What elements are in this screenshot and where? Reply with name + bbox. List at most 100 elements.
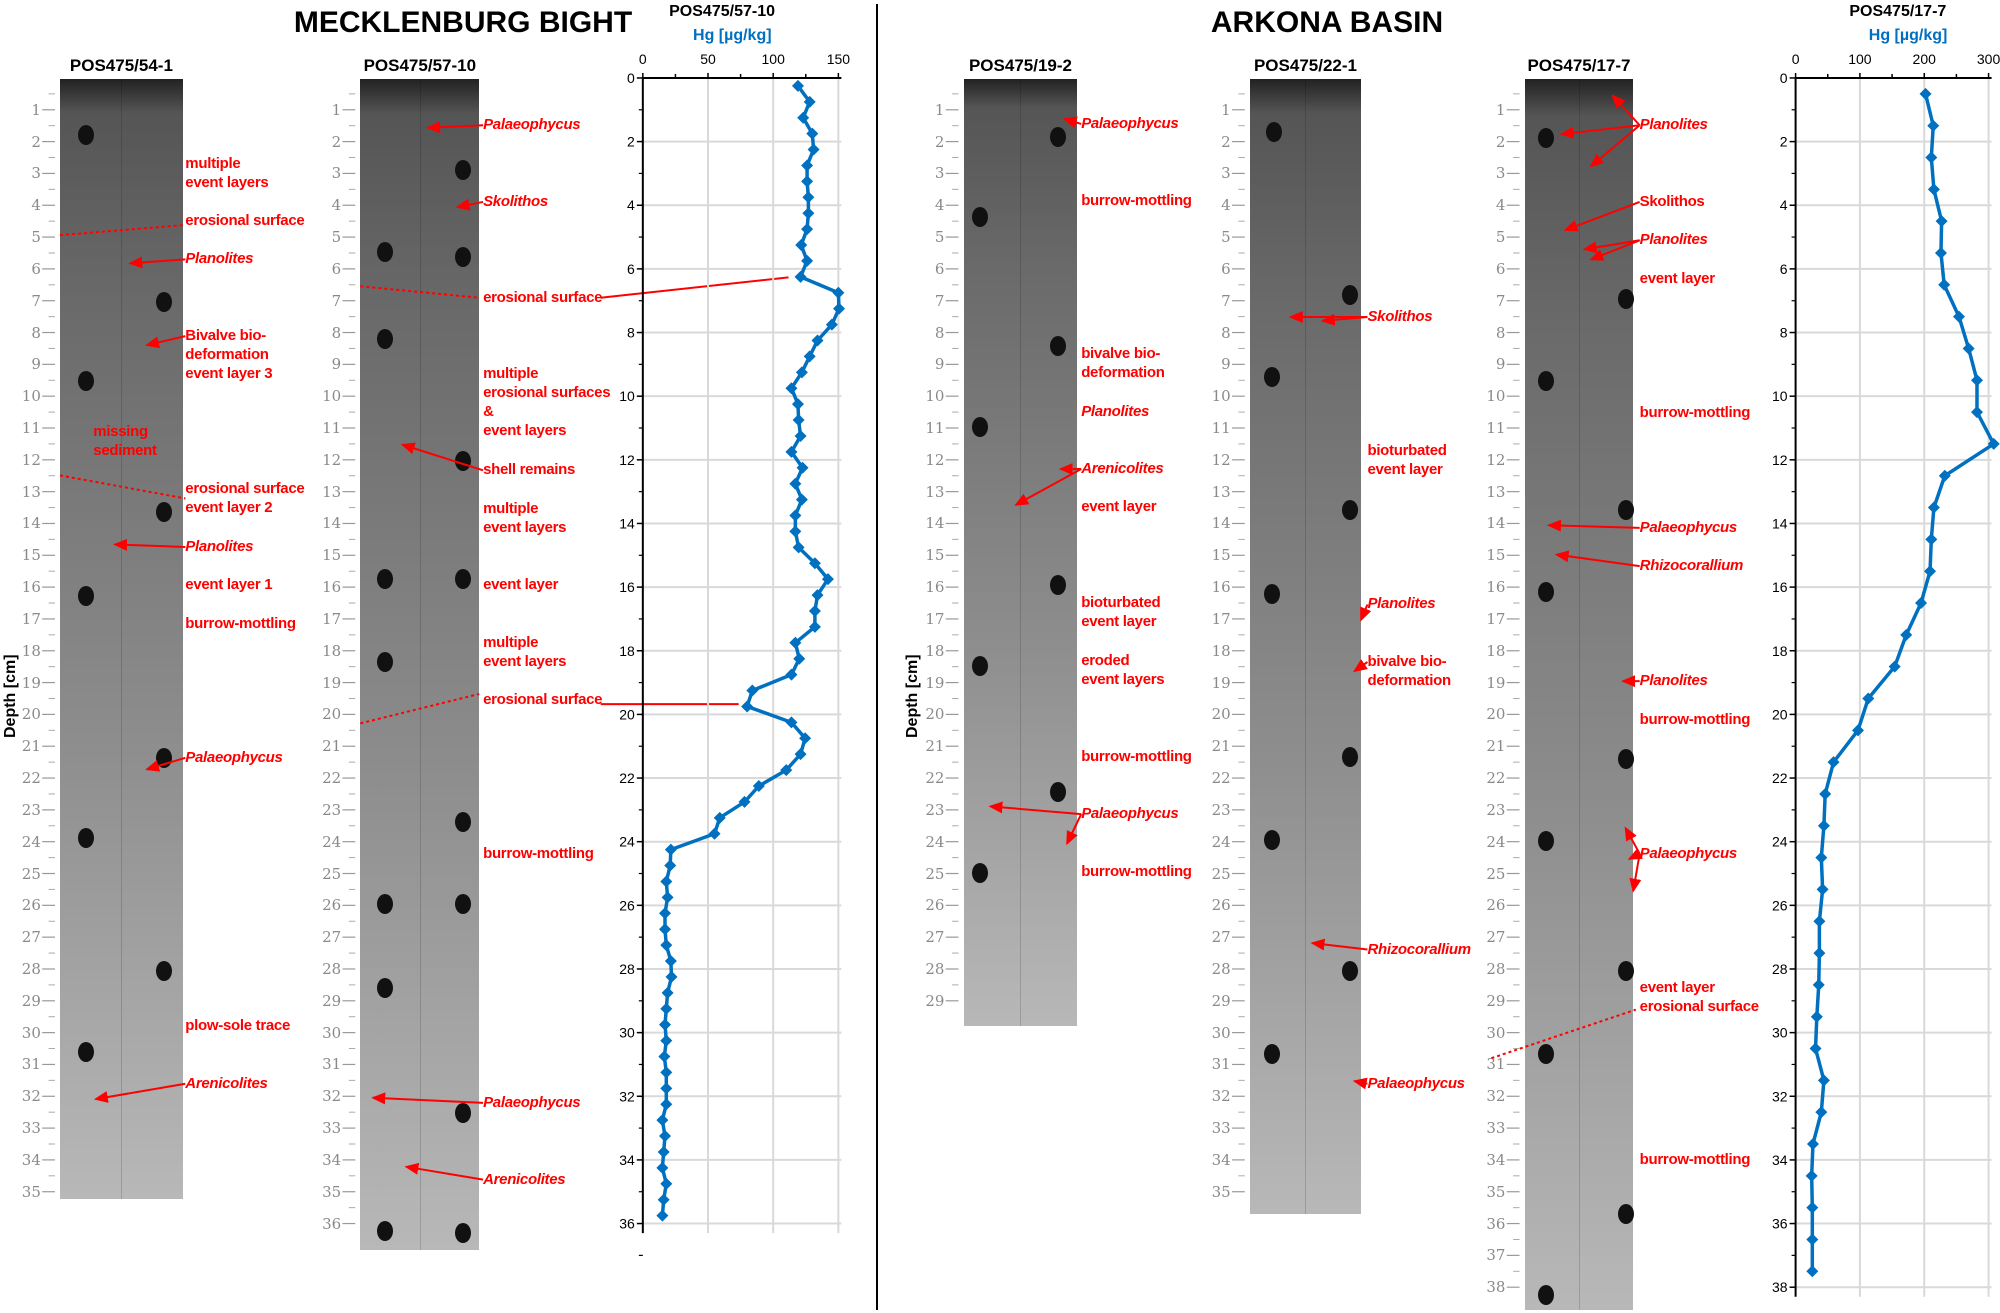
core-marker-hole <box>1538 1284 1555 1305</box>
hg-data-point <box>1851 724 1864 737</box>
ruler-depth-label: 16 <box>1486 578 1506 597</box>
ruler-depth-label: 24 <box>1486 832 1506 851</box>
ruler-depth-label: 20 <box>21 705 41 724</box>
core-label: POS475/19-2 <box>968 56 1072 76</box>
core-label: POS475/57-10 <box>363 56 477 76</box>
hg-data-point <box>797 111 810 124</box>
y-tick-label: 14 <box>1772 515 1788 531</box>
ruler-depth-label: 6 <box>331 259 342 278</box>
hg-data-point <box>789 525 802 538</box>
core-marker-hole <box>1341 961 1358 982</box>
core-marker-hole <box>454 811 471 832</box>
annotation-label: Skolithos <box>483 192 548 210</box>
ruler-depth-label: 9 <box>1495 355 1506 374</box>
ruler-depth-label: 21 <box>21 737 41 756</box>
hg-data-point <box>806 127 819 140</box>
annotation-label: shell remains <box>483 461 576 479</box>
hg-data-point <box>660 1082 673 1095</box>
hg-data-point <box>656 1114 669 1127</box>
core-marker-hole <box>972 655 989 676</box>
y-tick-label: 12 <box>619 452 635 468</box>
annotation-label: Arenicolites <box>483 1170 566 1188</box>
region-divider <box>876 4 878 1310</box>
x-tick-label: 0 <box>1792 51 1800 67</box>
core-marker-hole <box>376 568 393 589</box>
ruler-depth-label: 6 <box>934 259 945 278</box>
hg-data-point <box>799 732 812 745</box>
hg-data-point <box>785 716 798 729</box>
annotation-label: burrow-mottling <box>1639 1151 1751 1169</box>
ruler-depth-label: 2 <box>934 132 945 151</box>
hg-data-point <box>811 589 824 602</box>
y-tick-label: 24 <box>1772 834 1788 850</box>
hg-data-point <box>794 748 807 761</box>
core-marker-hole <box>376 1220 393 1241</box>
ruler-depth-label: 35 <box>21 1182 41 1201</box>
ruler-depth-label: 19 <box>925 673 945 692</box>
ruler-depth-label: 8 <box>934 323 945 342</box>
core-marker-hole <box>77 1041 94 1062</box>
ruler-depth-label: 5 <box>1495 228 1506 247</box>
y-tick-label: 28 <box>1772 961 1788 977</box>
hg-data-point <box>1934 246 1947 259</box>
ruler-depth-label: 10 <box>925 387 945 406</box>
ruler-depth-label: 3 <box>331 164 342 183</box>
ruler-depth-label: 30 <box>21 1023 41 1042</box>
core-marker-hole <box>454 568 471 589</box>
ruler-depth-label: 29 <box>21 991 41 1010</box>
hg-chart: 0 50 100 1500246810121416182022242628303234… <box>619 51 850 1256</box>
hg-data-point <box>1806 1201 1819 1214</box>
ruler-depth-label: 2 <box>1495 132 1506 151</box>
ruler-depth-label: 2 <box>331 132 342 151</box>
connector-line <box>600 276 789 299</box>
ruler-depth-label: 32 <box>1486 1087 1506 1106</box>
core-marker-hole <box>1263 367 1280 387</box>
hg-data-point <box>658 923 671 936</box>
y-tick-label: 20 <box>619 706 635 722</box>
core-marker-hole <box>1538 830 1555 851</box>
ruler-depth-label: 1 <box>934 100 945 119</box>
hg-data-point <box>713 811 726 824</box>
hg-data-point <box>802 191 815 204</box>
hg-data-point <box>1817 1074 1830 1087</box>
y-tick-label: 8 <box>627 325 635 341</box>
ruler-depth-label: 30 <box>1486 1023 1506 1042</box>
hg-data-point <box>796 461 809 474</box>
ruler-depth-label: 27 <box>1486 928 1506 947</box>
ruler-depth-label: 9 <box>331 355 342 374</box>
ruler-depth-label: 29 <box>1211 991 1231 1010</box>
hg-data-point <box>808 620 821 633</box>
y-tick-label: 6 <box>1780 261 1788 277</box>
hg-data-point <box>832 286 845 299</box>
y-tick-label: 30 <box>619 1025 635 1041</box>
annotation-label: event layer <box>1081 498 1157 516</box>
hg-data-point <box>741 700 754 713</box>
hg-data-point <box>1970 406 1983 419</box>
hg-data-point <box>808 604 821 617</box>
ruler-depth-label: 16 <box>1211 578 1231 597</box>
ruler-depth-label: 22 <box>1211 769 1231 788</box>
core-marker-hole <box>376 893 393 914</box>
depth-axis-label-left: Depth [cm] <box>2 654 19 738</box>
ruler-depth-label: 1 <box>1495 100 1506 119</box>
y-tick-label: 6 <box>627 261 635 277</box>
core-marker-hole <box>1050 126 1067 147</box>
ruler-depth-label: 26 <box>322 896 342 915</box>
hg-data-point <box>780 764 793 777</box>
core-marker-hole <box>155 291 172 312</box>
ruler-depth-label: 15 <box>925 546 945 565</box>
ruler-depth-label: 34 <box>322 1150 342 1169</box>
hg-data-point <box>1827 756 1840 769</box>
y-tick-label: 20 <box>1772 706 1788 722</box>
core-marker-hole <box>1617 749 1634 770</box>
ruler-depth-label: 6 <box>1495 259 1506 278</box>
core-marker-hole <box>1538 370 1555 391</box>
hg-data-point <box>803 350 816 363</box>
ruler-depth-label: 18 <box>1211 641 1231 660</box>
ruler-depth-label: 6 <box>31 259 41 278</box>
ruler-depth-label: 22 <box>322 769 342 788</box>
y-tick-label: 8 <box>1780 325 1788 341</box>
ruler-depth-label: 4 <box>31 196 41 215</box>
core-marker-hole <box>454 159 471 180</box>
hg-data-point <box>1915 597 1928 610</box>
